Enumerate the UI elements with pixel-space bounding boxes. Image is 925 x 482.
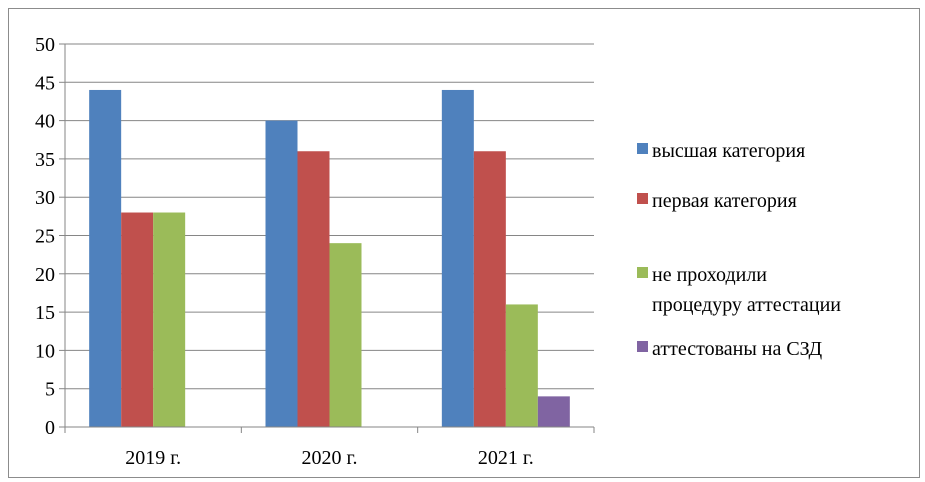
legend-label: не проходили [652,264,767,286]
y-tick-label: 50 [35,34,55,56]
y-tick-label: 20 [35,264,55,286]
bar [297,151,330,428]
chart-frame: 0 5 10 15 20 25 30 35 40 45 50 2019 г. 2020 г. 2021 г… [8,8,920,478]
y-tick-label: 5 [45,379,55,401]
legend-swatch [637,193,648,204]
legend: высшая категория первая категория не прохо… [637,140,841,360]
legend-label: аттестованы на СЗД [652,338,822,360]
legend-label: высшая категория [652,140,805,162]
y-tick-label: 25 [35,226,55,248]
y-tick-label: 0 [45,417,55,439]
bars [89,89,570,428]
legend-swatch [637,143,648,154]
bar [265,120,298,427]
bar [441,89,474,428]
axes: 0 5 10 15 20 25 30 35 40 45 50 2019 г. 2020 г. 2021 г… [35,34,595,469]
bar [153,212,186,427]
x-category-label: 2019 г. [125,447,181,469]
bar-chart: 0 5 10 15 20 25 30 35 40 45 50 2019 г. 2020 г. 2021 г… [35,34,841,469]
y-tick-label: 45 [35,72,55,94]
bar [121,212,154,427]
y-tick-label: 40 [35,111,55,133]
legend-label: первая категория [652,190,797,212]
bar [473,151,506,428]
x-category-label: 2021 г. [478,447,534,469]
bar [537,396,570,427]
y-tick-label: 30 [35,187,55,209]
legend-label: процедуру аттестации [652,294,841,316]
bar [505,304,538,427]
y-tick-label: 10 [35,340,55,362]
bar [329,243,362,427]
legend-swatch [637,341,648,352]
x-category-label: 2020 г. [302,447,358,469]
legend-swatch [637,267,648,278]
y-tick-label: 35 [35,149,55,171]
bar [89,89,122,428]
y-tick-label: 15 [35,302,55,324]
